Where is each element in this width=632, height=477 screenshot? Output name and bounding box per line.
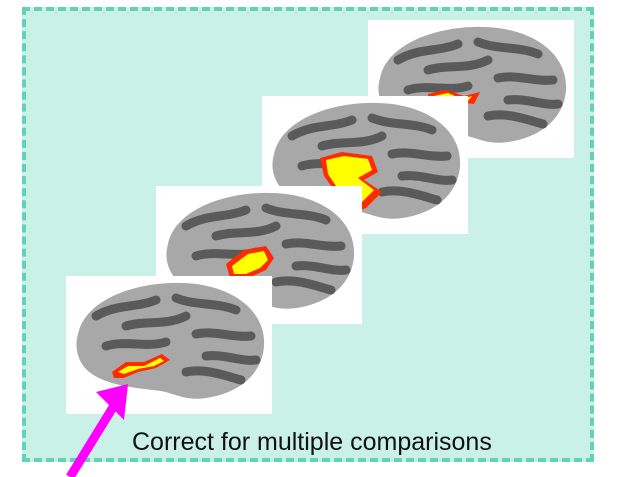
brain-map-1 xyxy=(66,276,272,414)
inflated-brain-icon xyxy=(76,282,265,399)
caption-text: Correct for multiple comparisons xyxy=(132,428,492,456)
